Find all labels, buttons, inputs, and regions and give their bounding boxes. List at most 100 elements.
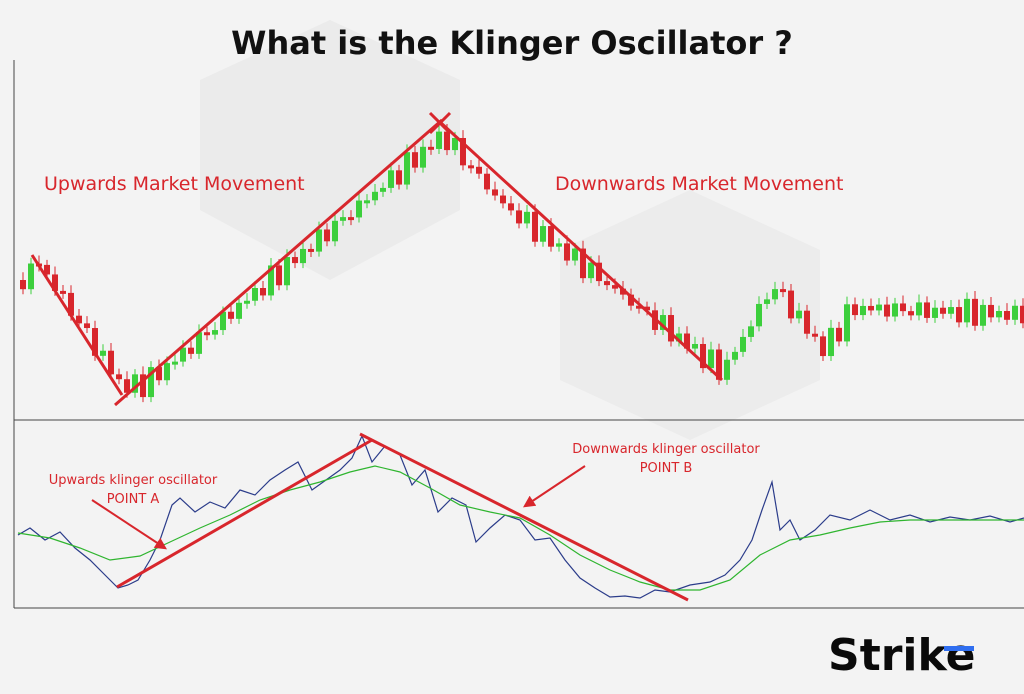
candle-body: [212, 330, 218, 335]
candle-body: [140, 374, 146, 398]
candle-body: [732, 351, 738, 360]
candle-body: [700, 343, 706, 369]
candle-body: [740, 336, 746, 352]
candle-body: [20, 280, 26, 290]
candle-body: [204, 332, 210, 336]
candle-body: [692, 343, 698, 349]
candle-body: [412, 152, 418, 168]
candle-body: [644, 306, 650, 311]
candle-body: [676, 333, 682, 342]
candle-body: [524, 211, 530, 224]
candle-body: [116, 374, 122, 380]
title: What is the Klinger Oscillator ?: [231, 24, 793, 62]
candle-body: [604, 281, 610, 286]
candle-body: [292, 257, 298, 264]
candle-body: [268, 265, 274, 296]
candle-body: [828, 327, 834, 357]
candle-body: [916, 302, 922, 316]
candle-body: [756, 303, 762, 327]
oscillator-trend-lines: [116, 432, 689, 602]
candle-body: [572, 248, 578, 261]
candle-body: [620, 288, 626, 295]
candle-body: [556, 243, 562, 247]
candle-body: [436, 131, 442, 149]
candle-body: [28, 263, 34, 290]
candle-body: [108, 350, 114, 375]
candle-body: [236, 302, 242, 319]
candle-body: [132, 374, 138, 393]
candle-body: [876, 304, 882, 311]
logo: Strike: [828, 630, 975, 681]
candle-body: [820, 336, 826, 357]
candle-body: [836, 327, 842, 342]
candle-body: [540, 226, 546, 242]
candle-body: [1020, 305, 1024, 324]
candle-body: [844, 304, 850, 342]
candle-body: [484, 173, 490, 190]
candle-body: [972, 298, 978, 326]
arrow-b: [523, 465, 586, 508]
candle-body: [628, 294, 634, 306]
candle-body: [68, 292, 74, 316]
candle-body: [44, 264, 50, 275]
candle-body: [220, 311, 226, 331]
candle-body: [164, 363, 170, 381]
candle-body: [100, 350, 106, 356]
candle-body: [1012, 305, 1018, 320]
candle-body: [868, 305, 874, 311]
candle-body: [940, 307, 946, 314]
candle-body: [332, 220, 338, 242]
candle-body: [372, 191, 378, 201]
candle-body: [260, 288, 266, 296]
point-b-label: POINT B: [640, 461, 693, 476]
candle-body: [900, 303, 906, 312]
candle-body: [588, 262, 594, 279]
candle-body: [956, 307, 962, 323]
label-up: Upwards Market Movement: [44, 173, 305, 195]
candle-body: [468, 165, 474, 169]
label-down: Downwards Market Movement: [555, 173, 844, 195]
candle-body: [420, 146, 426, 168]
candle-body: [612, 285, 618, 289]
candle-body: [404, 152, 410, 185]
candle-body: [340, 217, 346, 221]
candle-body: [52, 274, 58, 291]
candle-body: [980, 304, 986, 326]
candle-body: [580, 248, 586, 279]
bg-hex: [200, 20, 460, 280]
candle-body: [180, 347, 186, 362]
candle-body: [812, 333, 818, 337]
candle-body: [356, 200, 362, 218]
candle-body: [396, 170, 402, 185]
candle-body: [148, 367, 154, 398]
candle-body: [684, 333, 690, 349]
bg-hex: [560, 190, 820, 440]
point-a-text: Upwards klinger oscillator: [49, 473, 218, 488]
candle-body: [348, 217, 354, 221]
candle-body: [988, 304, 994, 318]
candle-body: [716, 349, 722, 380]
candle-body: [428, 146, 434, 150]
candle-body: [84, 323, 90, 329]
logo-accent: [944, 646, 974, 651]
candle-body: [932, 307, 938, 318]
candle-body: [724, 359, 730, 380]
candle-body: [660, 315, 666, 330]
candle-body: [380, 187, 386, 192]
candle-body: [508, 203, 514, 211]
candle-body: [276, 265, 282, 286]
candle-body: [60, 290, 66, 294]
candle-body: [76, 315, 82, 324]
candle-body: [228, 311, 234, 319]
candle-body: [300, 248, 306, 264]
candle-body: [452, 137, 458, 151]
candle-body: [924, 302, 930, 318]
candle-body: [196, 332, 202, 354]
candle-body: [188, 347, 194, 354]
candle-body: [92, 328, 98, 356]
candle-body: [772, 289, 778, 300]
arrow-a: [91, 499, 168, 550]
point-a-label: POINT A: [107, 492, 160, 507]
candle-body: [796, 310, 802, 319]
